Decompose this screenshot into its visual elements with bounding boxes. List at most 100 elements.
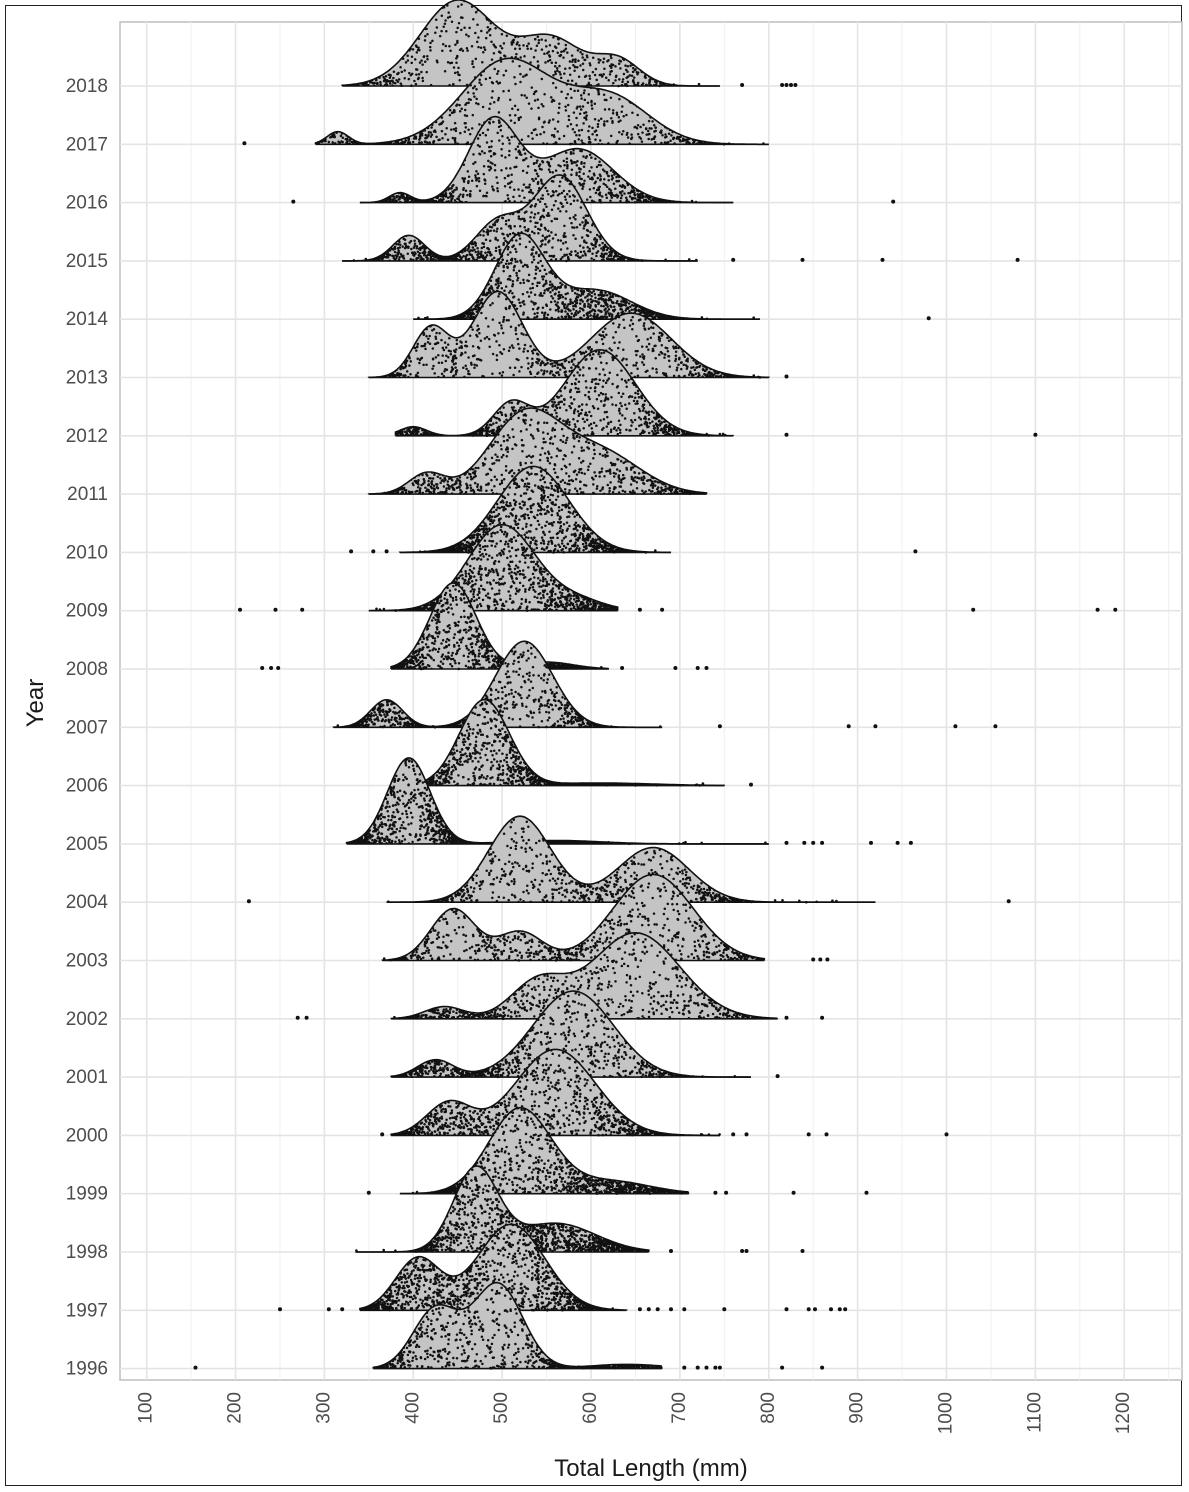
data-point [483,48,487,52]
data-point [414,82,418,86]
data-point [440,116,444,119]
data-point [579,51,582,54]
data-point [524,74,527,77]
data-point [647,348,650,351]
data-point [331,141,334,144]
data-point [500,324,503,327]
data-point [562,366,565,369]
data-point [388,76,392,80]
data-point [602,351,606,354]
data-point [537,106,540,110]
data-point [706,374,709,377]
data-point [523,406,526,409]
data-point [548,234,551,237]
data-point [534,272,538,276]
data-point [491,90,494,93]
data-point [531,357,534,360]
data-point [500,352,504,355]
data-point [604,183,607,187]
data-point [403,246,407,250]
data-point [626,80,630,84]
data-point [674,354,678,357]
data-point [536,362,539,365]
data-point [511,280,515,283]
data-point [651,313,655,316]
data-point [491,162,494,165]
data-point [656,426,659,430]
data-point [516,145,520,148]
data-point [537,165,541,168]
data-point [597,119,601,122]
data-point [562,56,565,59]
data-point [523,94,526,97]
data-point [626,183,630,187]
data-point [471,345,475,348]
data-point [531,349,534,353]
data-point [599,293,602,296]
data-point [609,96,613,99]
data-point [341,136,345,139]
data-point [478,189,482,193]
data-point [348,139,351,142]
data-point [582,427,585,430]
data-point [493,67,496,71]
data-point [516,278,519,282]
data-point [653,140,657,144]
data-point [672,374,676,378]
data-point [514,82,517,86]
data-point [518,301,521,304]
data-point [420,246,424,250]
data-point [481,255,484,259]
data-point [599,400,603,403]
data-point [483,182,487,185]
data-point [600,75,604,78]
data-point [674,350,678,354]
data-point [588,354,592,357]
data-point [465,114,469,118]
data-point [554,72,557,76]
data-point [551,189,555,193]
data-point [528,183,531,187]
data-point [463,130,467,134]
data-point [459,131,462,135]
data-point [528,240,531,243]
data-point [579,94,583,97]
data-point [556,238,560,242]
data-point [632,76,636,79]
data-point [570,287,573,290]
data-point [478,332,481,335]
data-point [479,339,483,342]
data-point [582,165,586,168]
data-point [530,261,534,264]
data-point [642,324,646,327]
data-point [617,302,620,306]
data-point [557,290,561,294]
data-point [538,218,542,221]
data-point [472,162,475,165]
data-point [595,233,599,237]
data-point [487,29,491,32]
data-point [500,327,503,330]
data-point [410,61,413,65]
data-point [498,81,502,85]
data-point [578,223,582,226]
outlier-point [880,257,885,262]
data-point [539,197,543,200]
data-point [471,249,474,252]
data-point [579,108,583,111]
data-point [556,120,560,123]
data-point [570,79,574,83]
data-point [587,129,590,133]
data-point [549,308,552,311]
ridge-2013 [367,290,789,379]
data-point [465,367,468,371]
data-point [543,291,546,295]
data-point [540,369,543,372]
data-point [541,214,544,218]
data-point [536,98,540,101]
data-point [600,297,603,300]
data-point [632,364,635,367]
data-point [498,321,501,325]
data-point [566,163,569,167]
data-point [490,140,493,143]
